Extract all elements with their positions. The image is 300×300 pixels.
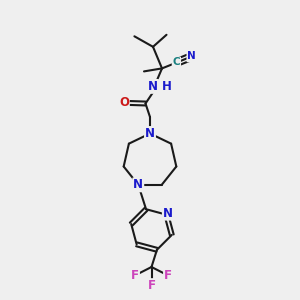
Text: C: C <box>172 57 180 68</box>
Text: N: N <box>148 80 158 93</box>
Text: H: H <box>162 80 171 93</box>
Text: N: N <box>163 207 173 220</box>
Text: O: O <box>119 96 129 110</box>
Text: N: N <box>133 178 143 191</box>
Text: F: F <box>148 279 155 292</box>
Text: F: F <box>164 269 172 282</box>
Text: N: N <box>145 127 155 140</box>
Text: F: F <box>131 269 139 282</box>
Text: N: N <box>187 51 196 62</box>
